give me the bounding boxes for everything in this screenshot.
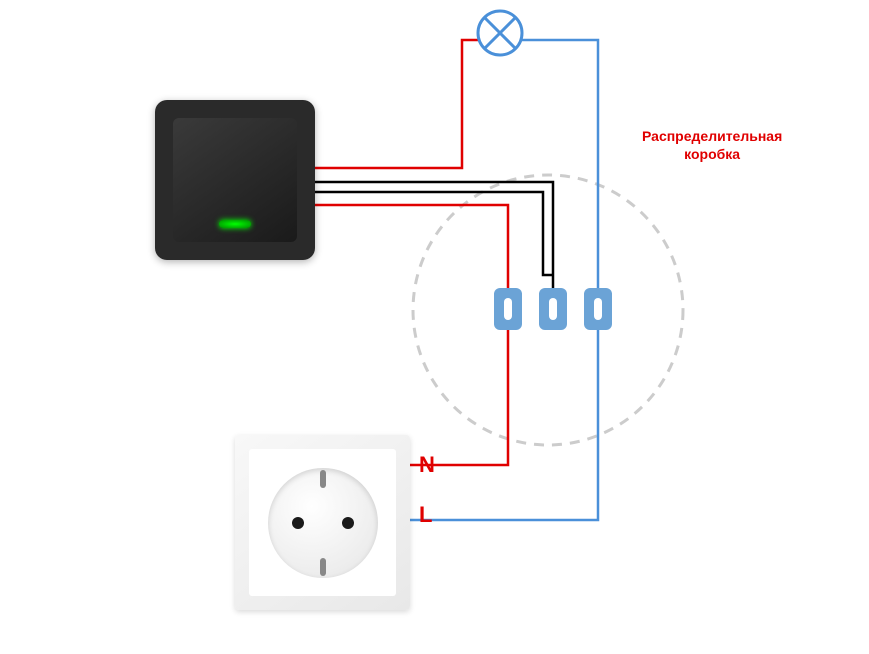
wire-red-switch-bottom [315, 205, 508, 288]
ground-contact-icon [320, 558, 326, 576]
led-indicator-icon [219, 220, 251, 228]
terminal-block-3 [584, 288, 612, 330]
socket-pin-hole-icon [342, 517, 354, 529]
junction-label-line1: Распределительная [642, 127, 782, 145]
wire-red-lamp-to-switch [315, 40, 480, 168]
terminal-slot-icon [594, 298, 602, 320]
wire-red-term-to-socket [410, 330, 508, 465]
power-socket [235, 435, 410, 610]
terminal-block-1 [494, 288, 522, 330]
wire-black-switch-bottom [315, 192, 553, 275]
junction-box-label: Распределительная коробка [642, 127, 782, 163]
wire-black-switch-top [315, 182, 553, 288]
wire-blue-lamp-to-term [520, 40, 598, 288]
terminal-slot-icon [549, 298, 557, 320]
light-switch [155, 100, 315, 260]
wiring-diagram: Распределительная коробка N L [0, 0, 869, 654]
socket-pin-hole-icon [292, 517, 304, 529]
terminal-block-2 [539, 288, 567, 330]
junction-label-line2: коробка [642, 145, 782, 163]
ground-contact-icon [320, 470, 326, 488]
switch-rocker [173, 118, 297, 242]
neutral-label: N [419, 452, 435, 478]
socket-face [249, 449, 396, 596]
wire-layer [0, 0, 869, 654]
live-label: L [419, 502, 432, 528]
socket-well [268, 468, 378, 578]
wire-blue-term-to-socket [410, 330, 598, 520]
terminal-slot-icon [504, 298, 512, 320]
lamp-symbol [478, 11, 522, 55]
